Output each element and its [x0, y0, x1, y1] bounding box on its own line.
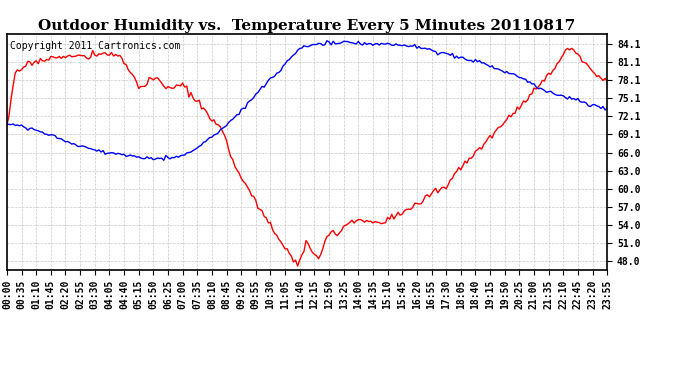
- Title: Outdoor Humidity vs.  Temperature Every 5 Minutes 20110817: Outdoor Humidity vs. Temperature Every 5…: [39, 19, 575, 33]
- Text: Copyright 2011 Cartronics.com: Copyright 2011 Cartronics.com: [10, 41, 180, 51]
